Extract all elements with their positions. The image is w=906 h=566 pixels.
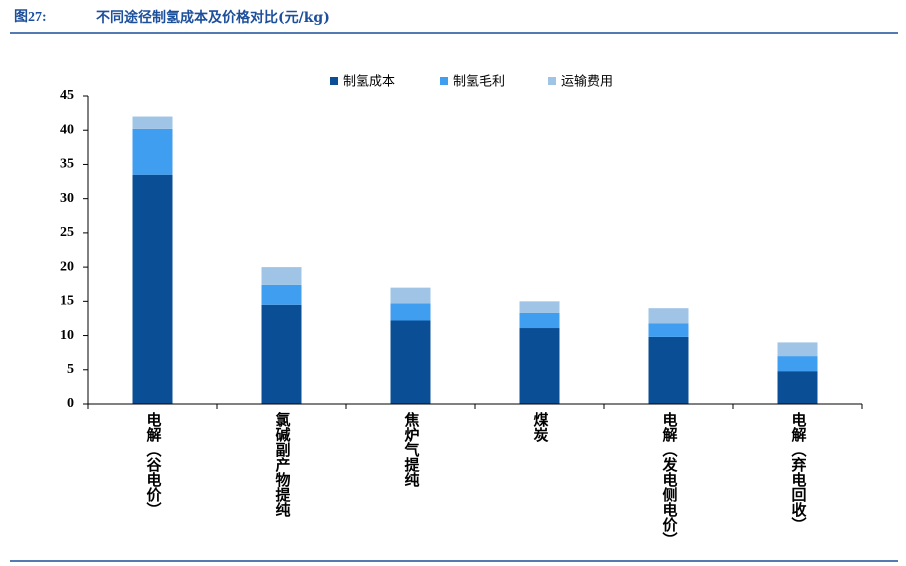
bar-segment [390,320,431,404]
y-tick-label: 30 [60,191,74,206]
bar-segment [648,323,689,337]
x-tick-label: 氯碱副产物提纯 [274,411,292,518]
bar-segment [648,336,689,404]
y-tick-label: 45 [60,88,74,103]
y-tick-label: 20 [60,259,74,274]
legend-swatch [330,77,338,85]
legend-swatch [440,77,448,85]
x-tick-label: 电解（谷电价） [145,411,163,517]
legend-label: 制氢成本 [343,75,395,90]
bar-segment [519,328,560,404]
bar-segment [390,287,431,304]
y-tick-label: 40 [60,122,74,137]
y-tick-label: 10 [60,328,74,343]
bar-segment [519,301,560,313]
x-tick-label: 煤炭 [532,412,550,443]
bar-segment [777,356,818,372]
bar-segment [519,312,560,329]
y-tick-label: 25 [60,225,74,240]
y-tick-label: 0 [67,396,74,411]
bar-segment [648,308,689,324]
bar-segment [261,304,302,404]
figure-label: 图27: [14,9,47,25]
bar-segment [390,303,431,321]
legend-label: 制氢毛利 [453,75,505,90]
bar-segment [261,284,302,305]
x-tick-label: 电解（发电侧电价） [661,411,679,547]
legend-label: 运输费用 [561,74,613,90]
y-tick-label: 5 [67,362,74,377]
bar-segment [261,267,302,285]
bar-segment [777,371,818,404]
bar-segment [132,116,173,129]
bar-segment [132,128,173,175]
x-tick-label: 焦炉气提纯 [403,411,421,488]
x-tick-label: 电解（弃电回收） [790,411,808,532]
bar-segment [132,174,173,404]
legend-swatch [548,77,556,85]
y-tick-label: 35 [60,157,74,172]
y-tick-label: 15 [60,294,74,309]
chart-title: 不同途径制氢成本及价格对比(元/kg) [96,9,330,26]
bar-segment [777,342,818,357]
